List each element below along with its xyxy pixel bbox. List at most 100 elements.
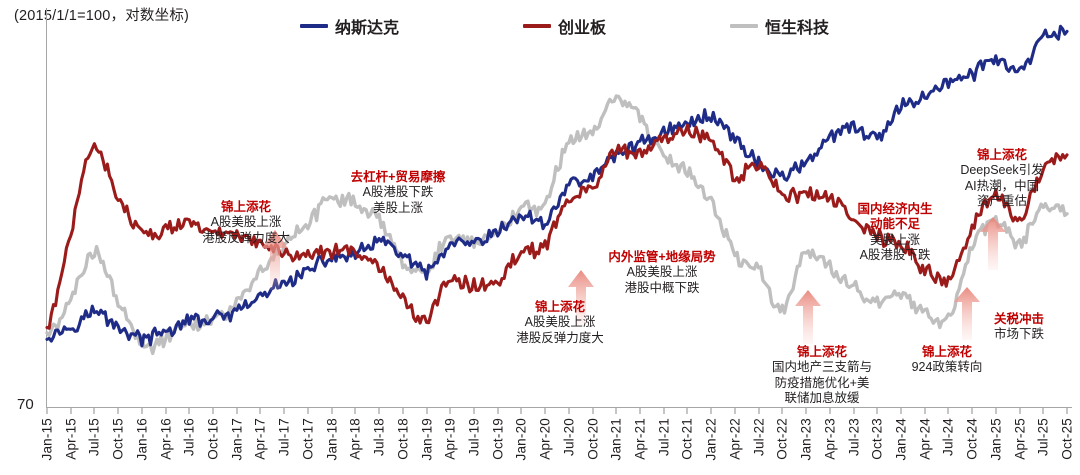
x-axis-tick: Jul-16 [182, 408, 197, 456]
x-axis-tick: Jul-23 [846, 408, 861, 456]
tick-label: Jul-20 [561, 418, 577, 456]
x-axis-tick: Jul-17 [277, 408, 292, 456]
x-axis-tick: Oct-16 [206, 408, 221, 460]
x-axis-tick: Oct-20 [585, 408, 600, 460]
tick-label: Jan-17 [229, 418, 245, 461]
arrow-up-deepseek [980, 217, 1006, 270]
tick-mark [165, 408, 167, 414]
tick-label: Jan-21 [608, 418, 624, 461]
x-axis-tick: Apr-24 [917, 408, 932, 460]
x-axis-tick: Jul-19 [466, 408, 481, 456]
tick-mark [876, 408, 878, 414]
tick-label: Jul-19 [466, 418, 482, 456]
x-axis-tick: Apr-21 [633, 408, 648, 460]
x-axis-tick: Oct-17 [300, 408, 315, 460]
tick-label: Oct-20 [585, 418, 601, 460]
x-axis-tick: Apr-25 [1012, 408, 1027, 460]
tick-mark [473, 408, 475, 414]
annotation-line: 港股中概下跌 [624, 280, 700, 295]
tick-mark [236, 408, 238, 414]
x-axis-tick: Apr-15 [63, 408, 78, 460]
annotation-line: A股美股上涨 [626, 265, 698, 280]
x-axis-tick: Jul-21 [656, 408, 671, 456]
tick-mark [592, 408, 594, 414]
tick-mark [188, 408, 190, 414]
tick-mark [544, 408, 546, 414]
chart-legend: 纳斯达克 创业板 恒生科技 [300, 14, 829, 38]
tick-label: Jan-18 [324, 418, 340, 461]
annotation-head: 锦上添花 [796, 345, 847, 359]
tick-label: Oct-23 [869, 418, 885, 460]
tick-label: Apr-21 [632, 418, 648, 460]
tick-mark [354, 408, 356, 414]
annotation-line: DeepSeek引发 [960, 163, 1044, 178]
tick-label: Oct-16 [205, 418, 221, 460]
x-axis-tick: Apr-20 [538, 408, 553, 460]
tick-label: Apr-24 [917, 418, 933, 460]
x-axis-tick: Oct-15 [111, 408, 126, 460]
x-axis-tick: Oct-23 [870, 408, 885, 460]
tick-mark [663, 408, 665, 414]
tick-label: Oct-21 [679, 418, 695, 460]
annotation-924-policy: 锦上添花 924政策转向 [888, 345, 1006, 376]
tick-label: Jan-19 [419, 418, 435, 461]
tick-label: Apr-15 [63, 418, 79, 460]
tick-label: Apr-20 [537, 418, 553, 460]
tick-label: Jul-17 [276, 418, 292, 456]
x-axis-tick: Jan-22 [704, 408, 719, 460]
tick-mark [46, 408, 48, 414]
annotation-deepseek: 锦上添花 DeepSeek引发 AI热潮，中国 资产重估 [936, 148, 1068, 209]
annotation-regulation-geopolitics: 内外监管+地缘局势 A股美股上涨 港股中概下跌 [588, 250, 736, 296]
x-axis-tick: Jul-15 [87, 408, 102, 456]
tick-label: Jul-21 [656, 418, 672, 456]
annotation-line: 联储加息放缓 [784, 390, 860, 405]
series-line-hstech [45, 94, 1069, 356]
x-axis: Jan-15 Apr-15 Jul-15 Oct-15 Jan-16 Apr-16 Jul-… [40, 408, 1075, 475]
x-axis-tick: Oct-18 [395, 408, 410, 460]
annotation-deleverage-trade-war: 去杠杆+贸易摩擦 A股港股下跌 美股上涨 [328, 170, 468, 216]
tick-mark [1042, 408, 1044, 414]
annotation-line: A股港股下跌 [859, 247, 931, 262]
tick-mark [117, 408, 119, 414]
tick-mark [307, 408, 309, 414]
tick-label: Jan-23 [798, 418, 814, 461]
x-axis-tick: Jul-20 [561, 408, 576, 456]
tick-label: Jul-18 [371, 418, 387, 456]
annotation-head: 锦上添花 [976, 148, 1027, 162]
arrow-up-2017 [262, 230, 288, 290]
annotation-line: 港股反弹力度大 [516, 330, 604, 345]
tick-mark [497, 408, 499, 414]
legend-swatch-nasdaq [300, 24, 328, 28]
tick-mark [426, 408, 428, 414]
x-axis-tick: Jul-24 [941, 408, 956, 456]
series-line-chinext [45, 123, 1069, 330]
annotation-line: 国内地产三支箭与 [771, 360, 872, 375]
annotation-head: 内外监管+地缘局势 [608, 250, 716, 264]
annotation-line: 市场下跌 [993, 327, 1044, 342]
tick-label: Oct-25 [1059, 418, 1075, 460]
x-axis-tick: Apr-17 [253, 408, 268, 460]
x-axis-tick: Apr-18 [348, 408, 363, 460]
annotation-line: 港股反弹力度大 [202, 230, 290, 245]
arrow-up-924 [954, 287, 980, 340]
tick-label: Oct-24 [964, 418, 980, 460]
x-axis-tick: Jan-25 [988, 408, 1003, 460]
tick-mark [259, 408, 261, 414]
tick-mark [378, 408, 380, 414]
chart-plot-area [45, 8, 1072, 408]
tick-label: Oct-18 [395, 418, 411, 460]
x-axis-tick: Apr-23 [822, 408, 837, 460]
legend-label-nasdaq: 纳斯达克 [335, 20, 400, 37]
tick-mark [212, 408, 214, 414]
tick-label: Apr-16 [158, 418, 174, 460]
y-axis-bottom-label: 70 [17, 396, 34, 413]
tick-mark [971, 408, 973, 414]
x-axis-tick: Jan-21 [609, 408, 624, 460]
tick-label: Jan-16 [134, 418, 150, 461]
x-axis-tick: Oct-21 [680, 408, 695, 460]
tick-mark [568, 408, 570, 414]
x-axis-tick: Jan-16 [134, 408, 149, 460]
x-axis-tick: Jan-24 [893, 408, 908, 460]
x-axis-tick: Jan-19 [419, 408, 434, 460]
annotation-2022-property-policy: 锦上添花 国内地产三支箭与 防疫措施优化+美 联储加息放缓 [752, 345, 892, 406]
